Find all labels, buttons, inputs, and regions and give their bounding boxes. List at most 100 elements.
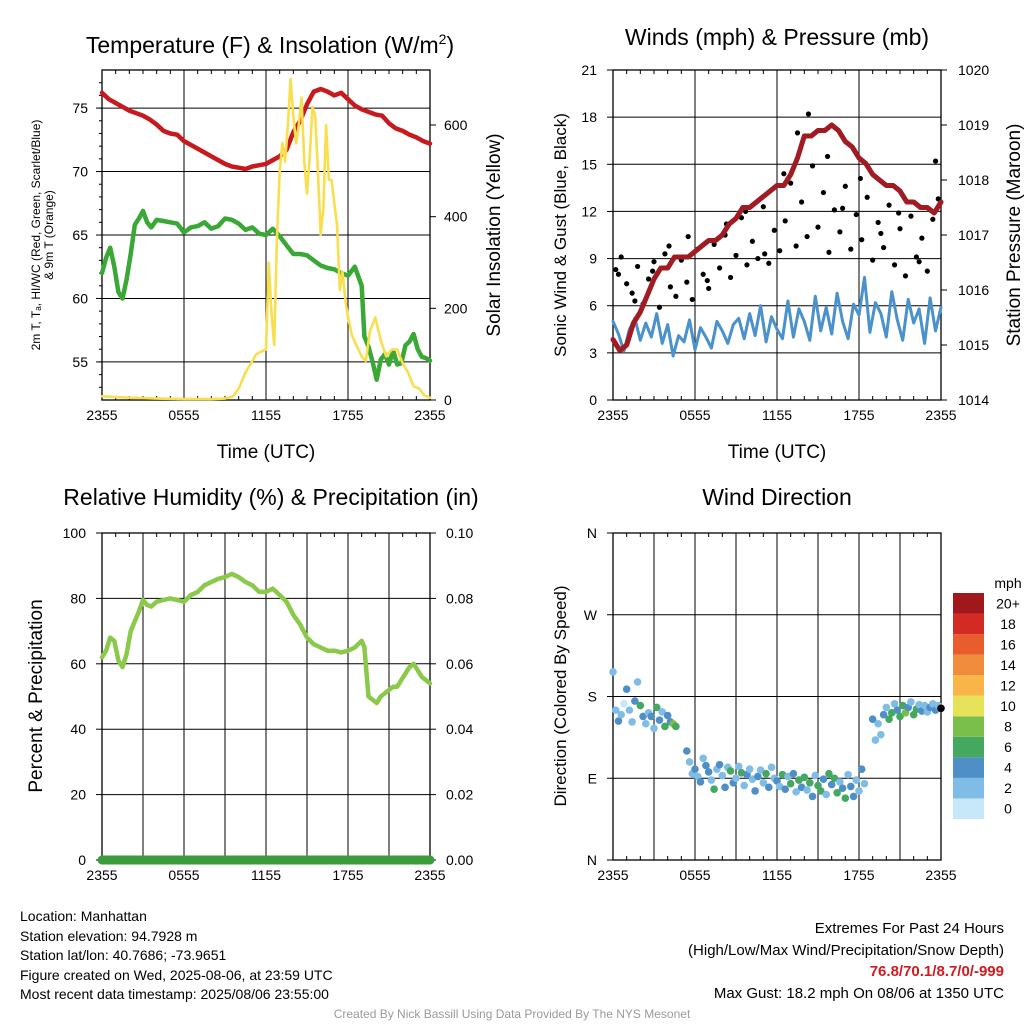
- gust-point: [685, 233, 691, 240]
- y-tick-label-left: 0: [589, 392, 597, 408]
- direction-point: [885, 715, 893, 724]
- y-axis-label-left: Percent & Precipitation: [26, 599, 47, 792]
- x-tick-label: 1755: [843, 867, 874, 883]
- gust-point: [840, 205, 846, 211]
- y-tick-label-left: 60: [70, 656, 86, 672]
- x-tick-label: 2355: [925, 867, 956, 883]
- extremes-values: 76.8/70.1/8.7/0/-999: [869, 963, 1004, 980]
- y-tick-label-left: N: [587, 852, 597, 868]
- y-tick-label-left: 20: [70, 787, 86, 803]
- direction-point: [718, 771, 727, 780]
- gust-point: [793, 243, 799, 249]
- credit-text: Created By Nick Bassill Using Data Provi…: [333, 1007, 691, 1021]
- y-axis-label-left: Direction (Colored By Speed): [551, 585, 570, 806]
- x-axis-label: Time (UTC): [217, 442, 316, 463]
- direction-point: [841, 794, 850, 803]
- elevation-text: Station elevation: 94.7928 m: [20, 927, 198, 944]
- chart-title: Relative Humidity (%) & Precipitation (i…: [63, 484, 478, 510]
- direction-point: [759, 778, 768, 787]
- direction-point: [844, 770, 852, 779]
- direction-point: [767, 763, 776, 772]
- colorbar-swatch: [953, 757, 984, 778]
- direction-point: [707, 776, 716, 784]
- gust-point: [700, 271, 706, 277]
- series-line-0: [99, 86, 433, 172]
- y-axis-label-left: Sonic Wind & Gust (Blue, Black): [551, 113, 570, 357]
- y-tick-label-right: 200: [444, 300, 468, 316]
- gust-point: [857, 175, 863, 182]
- colorbar-swatch: [953, 716, 984, 737]
- gust-point: [930, 216, 936, 222]
- chart-title: Temperature (F) & Insolation (W/m2): [86, 31, 454, 58]
- y-tick-label-right: 400: [444, 209, 468, 225]
- y-tick-label-left: 40: [70, 721, 86, 737]
- y-tick-label-left: 12: [581, 203, 597, 219]
- gust-point: [794, 130, 801, 136]
- direction-point: [890, 699, 899, 708]
- y-tick-label-right: 0.02: [446, 787, 473, 803]
- y-label-text: Station Pressure (Maroon): [1004, 124, 1024, 347]
- direction-point: [655, 716, 664, 724]
- x-tick-label: 2355: [597, 407, 628, 423]
- x-tick-label: 1155: [251, 407, 281, 423]
- direction-point: [830, 774, 839, 783]
- humidity-line: [99, 571, 433, 706]
- direction-point: [647, 712, 656, 721]
- created-text: Figure created on Wed, 2025-08-06, at 23…: [20, 966, 333, 983]
- y-tick-label-left: N: [587, 525, 597, 541]
- colorbar-label: 18: [1000, 616, 1016, 632]
- gust-point: [805, 111, 812, 117]
- gust-point: [742, 208, 749, 215]
- direction-point: [614, 717, 623, 725]
- gust-point: [711, 241, 717, 248]
- direction-point: [860, 779, 869, 788]
- gust-point: [932, 158, 939, 164]
- colorbar-label: 20+: [996, 595, 1020, 611]
- direction-point: [827, 780, 836, 789]
- y-axis-label-right: Station Pressure (Maroon): [1004, 124, 1024, 347]
- direction-point: [721, 783, 729, 792]
- x-tick-label: 2355: [86, 407, 117, 423]
- direction-point: [726, 767, 735, 775]
- gust-point: [908, 213, 914, 219]
- direction-point: [663, 711, 672, 720]
- station-info: Location: Manhattan Station elevation: 9…: [20, 907, 333, 1005]
- x-tick-label: 0555: [168, 867, 199, 883]
- gust-point: [749, 238, 756, 244]
- direction-point: [609, 668, 617, 676]
- direction-point: [811, 771, 820, 780]
- gust-point: [902, 273, 909, 279]
- gust-point: [760, 204, 766, 210]
- direction-point: [756, 766, 765, 774]
- gust-point: [853, 211, 859, 218]
- direction-point: [704, 768, 713, 776]
- direction-point: [781, 785, 789, 793]
- gust-point: [916, 259, 922, 265]
- extremes-title: Extremes For Past 24 Hours: [814, 920, 1004, 937]
- panel-1-axes: [612, 69, 942, 401]
- gust-point: [766, 260, 772, 266]
- location-text: Location: Manhattan: [20, 908, 147, 924]
- gust-point: [762, 251, 768, 257]
- colorbar-swatch: [953, 736, 984, 758]
- gust-point: [673, 293, 679, 299]
- gust-point: [799, 199, 805, 205]
- x-tick-label: 2355: [925, 407, 956, 423]
- y-tick-label-left: 55: [72, 354, 88, 370]
- direction-point: [762, 769, 770, 778]
- gust-point: [913, 254, 920, 260]
- x-axis-label: Time (UTC): [728, 442, 827, 463]
- direction-point: [734, 762, 743, 771]
- direction-point: [786, 779, 795, 788]
- gust-point: [897, 226, 903, 232]
- gust-point: [809, 163, 816, 169]
- gust-point: [891, 262, 898, 268]
- y-tick-label-right: 1017: [958, 227, 989, 243]
- gust-point: [826, 249, 832, 255]
- gust-point: [651, 259, 657, 265]
- gust-point: [837, 229, 843, 235]
- direction-point: [620, 699, 628, 708]
- direction-point: [868, 715, 877, 724]
- gust-point: [624, 281, 630, 287]
- x-tick-label: 1155: [762, 867, 792, 883]
